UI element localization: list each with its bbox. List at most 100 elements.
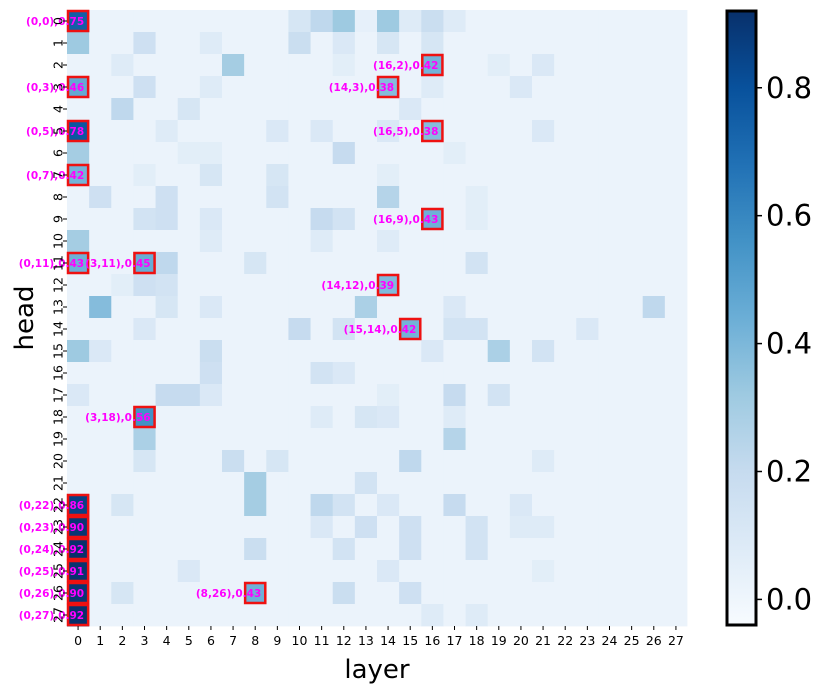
heatmap-cell <box>642 472 666 495</box>
heatmap-cell <box>465 10 489 33</box>
heatmap-cell <box>664 164 688 187</box>
heatmap-cell <box>89 54 112 77</box>
heatmap-cell <box>199 164 223 187</box>
highlight-box <box>376 273 400 297</box>
heatmap-cell <box>399 76 422 99</box>
heatmap-cell <box>288 76 311 99</box>
heatmap-cell <box>266 538 289 561</box>
heatmap-cell <box>199 384 223 407</box>
heatmap-cell <box>332 76 356 99</box>
heatmap-cell <box>377 318 400 341</box>
heatmap-cell <box>642 32 666 55</box>
heatmap-cell <box>89 318 112 341</box>
heatmap-cell <box>177 604 201 627</box>
y-tick-label: 2 <box>51 61 66 69</box>
x-tick-label: 27 <box>668 633 684 648</box>
heatmap-cell <box>399 560 422 583</box>
heatmap-cell <box>332 208 356 231</box>
heatmap-cell <box>620 362 644 385</box>
heatmap-cell <box>244 252 267 275</box>
heatmap-cell <box>576 494 599 517</box>
y-tick-label: 26 <box>51 585 66 601</box>
heatmap-cell <box>421 32 444 55</box>
heatmap-cell <box>532 384 555 407</box>
heatmap-cell <box>133 296 156 319</box>
heatmap-cell <box>421 120 444 143</box>
heatmap-cell <box>576 538 599 561</box>
heatmap-cell <box>332 428 356 451</box>
heatmap-cell <box>399 450 422 473</box>
heatmap-cell <box>133 406 156 429</box>
heatmap-cell <box>155 340 179 363</box>
y-tick-label: 19 <box>51 431 66 447</box>
heatmap-cell <box>67 142 90 165</box>
heatmap-cell <box>111 604 134 627</box>
heatmap-cell <box>222 208 245 231</box>
heatmap-cell <box>222 516 245 539</box>
heatmap-cell <box>620 186 644 209</box>
heatmap-cell <box>310 516 334 539</box>
heatmap-cell <box>443 604 466 627</box>
heatmap-cell <box>288 120 311 143</box>
heatmap-cell <box>487 538 511 561</box>
heatmap-cell <box>111 252 134 275</box>
heatmap-cell <box>377 340 400 363</box>
heatmap-cell <box>487 406 511 429</box>
heatmap-cell <box>310 406 334 429</box>
heatmap-cell <box>222 98 245 121</box>
heatmap-cell <box>67 406 90 429</box>
heatmap-cell <box>532 164 555 187</box>
heatmap-cell <box>111 340 134 363</box>
heatmap-cell <box>111 362 134 385</box>
heatmap-cell <box>111 32 134 55</box>
heatmap-cell <box>354 186 378 209</box>
heatmap-cell <box>111 450 134 473</box>
heatmap-cell <box>67 296 90 319</box>
heatmap-cell <box>642 164 666 187</box>
heatmap-cell <box>598 494 621 517</box>
heatmap-cell <box>133 98 156 121</box>
annotation-label: (0,25),0.91 <box>19 566 84 578</box>
heatmap-cell <box>421 582 444 605</box>
heatmap-cell <box>133 516 156 539</box>
heatmap-cell <box>554 406 577 429</box>
highlight-box <box>66 493 90 517</box>
heatmap-cell <box>67 494 90 517</box>
heatmap-cell <box>576 428 599 451</box>
heatmap-cell <box>222 450 245 473</box>
heatmap-cell <box>89 208 112 231</box>
heatmap-cell <box>111 230 134 253</box>
y-tick-label: 4 <box>51 105 66 113</box>
heatmap-cell <box>377 472 400 495</box>
heatmap-cell <box>155 538 179 561</box>
heatmap-cell <box>620 54 644 77</box>
heatmap-cell <box>332 142 356 165</box>
heatmap-cell <box>222 604 245 627</box>
heatmap-cell <box>465 274 489 297</box>
annotation-label: (16,2),0.42 <box>373 60 438 72</box>
heatmap-cell <box>244 142 267 165</box>
heatmap-cell <box>443 98 466 121</box>
heatmap-cell <box>222 296 245 319</box>
heatmap-cell <box>377 560 400 583</box>
heatmap-cell <box>642 76 666 99</box>
heatmap-cell <box>664 450 688 473</box>
heatmap-cell <box>421 516 444 539</box>
heatmap-cell <box>67 428 90 451</box>
heatmap-cell <box>89 362 112 385</box>
heatmap-cell <box>642 604 666 627</box>
heatmap-cell <box>133 120 156 143</box>
heatmap-cell <box>487 560 511 583</box>
heatmap-cell <box>509 604 533 627</box>
heatmap-cell <box>399 54 422 77</box>
heatmap-cell <box>155 54 179 77</box>
heatmap-cell <box>487 142 511 165</box>
heatmap-cell <box>354 340 378 363</box>
annotation-label: (0,7),0.42 <box>26 170 84 182</box>
heatmap-cell <box>89 538 112 561</box>
heatmap-cell <box>177 32 201 55</box>
heatmap-cell <box>554 384 577 407</box>
heatmap-cell <box>133 582 156 605</box>
y-tick-label: 20 <box>51 453 66 469</box>
x-tick-label: 2 <box>118 633 126 648</box>
